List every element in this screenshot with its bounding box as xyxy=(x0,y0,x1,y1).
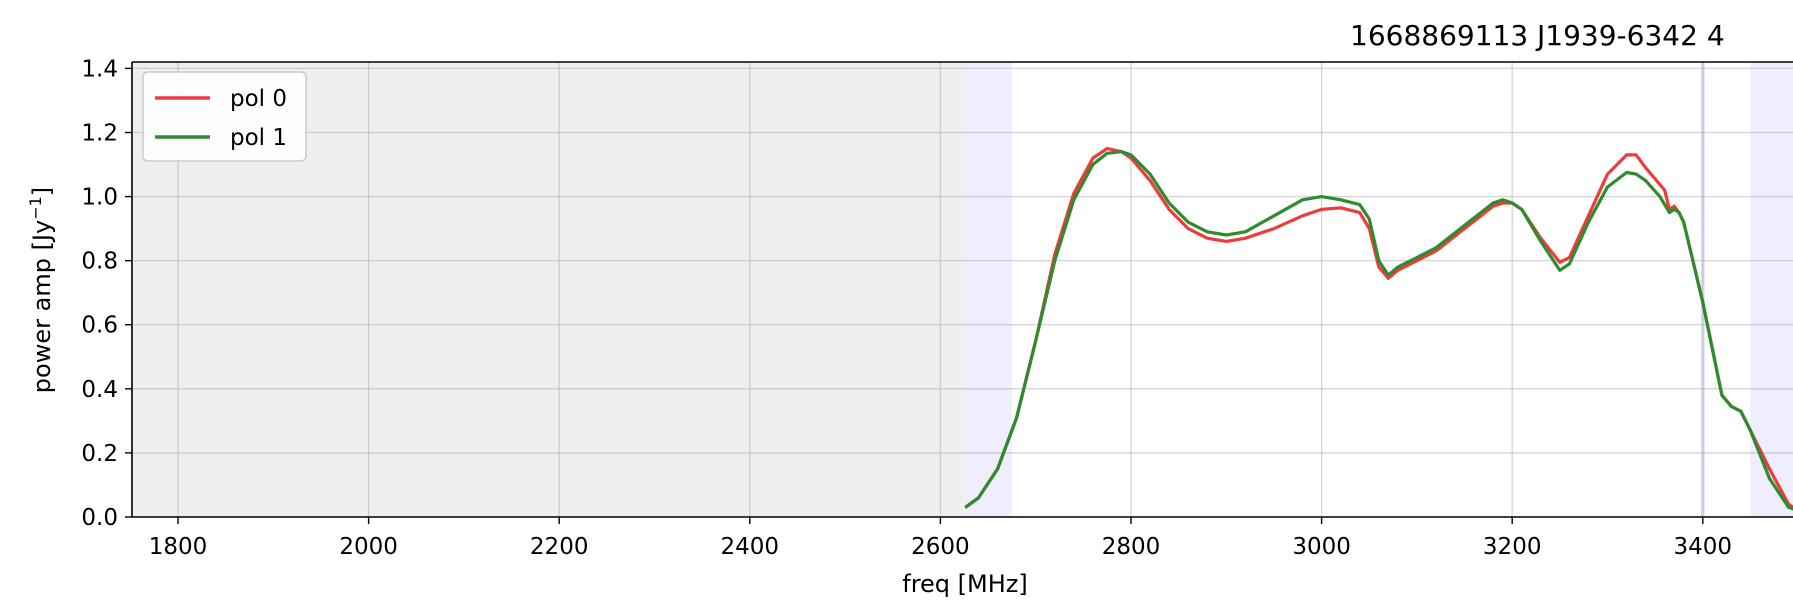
series-line-pol-0 xyxy=(964,146,1793,510)
y-tick-label-2: 0.4 xyxy=(81,377,118,403)
y-tick-label-1: 0.2 xyxy=(81,441,118,467)
shaded-regions xyxy=(132,62,1793,517)
series-lines xyxy=(964,146,1793,511)
series-line-pol-1 xyxy=(964,150,1793,511)
legend: pol 0 pol 1 xyxy=(142,71,307,162)
x-tick-label-2600: 2600 xyxy=(911,534,970,560)
chart-title: 1668869113 J1939-6342 4 xyxy=(1350,19,1725,52)
x-axis-label: freq [MHz] xyxy=(902,570,1028,598)
x-tick-label-3000: 3000 xyxy=(1292,534,1351,560)
y-tick-label-0: 0.0 xyxy=(81,505,118,531)
y-axis-label-main: power amp [Jy xyxy=(28,220,56,393)
y-tick-label-3: 0.6 xyxy=(81,313,118,339)
x-tick-label-2200: 2200 xyxy=(530,534,589,560)
legend-label-pol-0: pol 0 xyxy=(230,86,287,112)
grid xyxy=(132,62,1793,517)
y-tick-label-5: 1.0 xyxy=(81,185,118,211)
x-tick-label-2400: 2400 xyxy=(721,534,780,560)
y-tick-label-4: 0.8 xyxy=(81,249,118,275)
shaded-region-3 xyxy=(1750,62,1793,517)
legend-label-pol-1: pol 1 xyxy=(230,125,287,151)
x-tick-label-3200: 3200 xyxy=(1483,534,1542,560)
tick-labels: 1800 2000 2200 2400 2600 2800 3000 3200 3400 0.0 0… xyxy=(81,56,1732,560)
x-tick-label-1800: 1800 xyxy=(149,534,208,560)
x-tick-label-3400: 3400 xyxy=(1674,534,1733,560)
y-tick-label-6: 1.2 xyxy=(81,120,118,146)
x-tick-label-2800: 2800 xyxy=(1102,534,1161,560)
y-tick-label-7: 1.4 xyxy=(81,56,118,82)
y-axis-label-sup: −1 xyxy=(26,196,45,220)
x-tick-label-2000: 2000 xyxy=(339,534,398,560)
axes xyxy=(125,61,1793,524)
shaded-region-1 xyxy=(964,62,1012,517)
y-axis-label-end: ] xyxy=(28,187,56,196)
y-axis-label: power amp [Jy−1] xyxy=(26,187,56,393)
